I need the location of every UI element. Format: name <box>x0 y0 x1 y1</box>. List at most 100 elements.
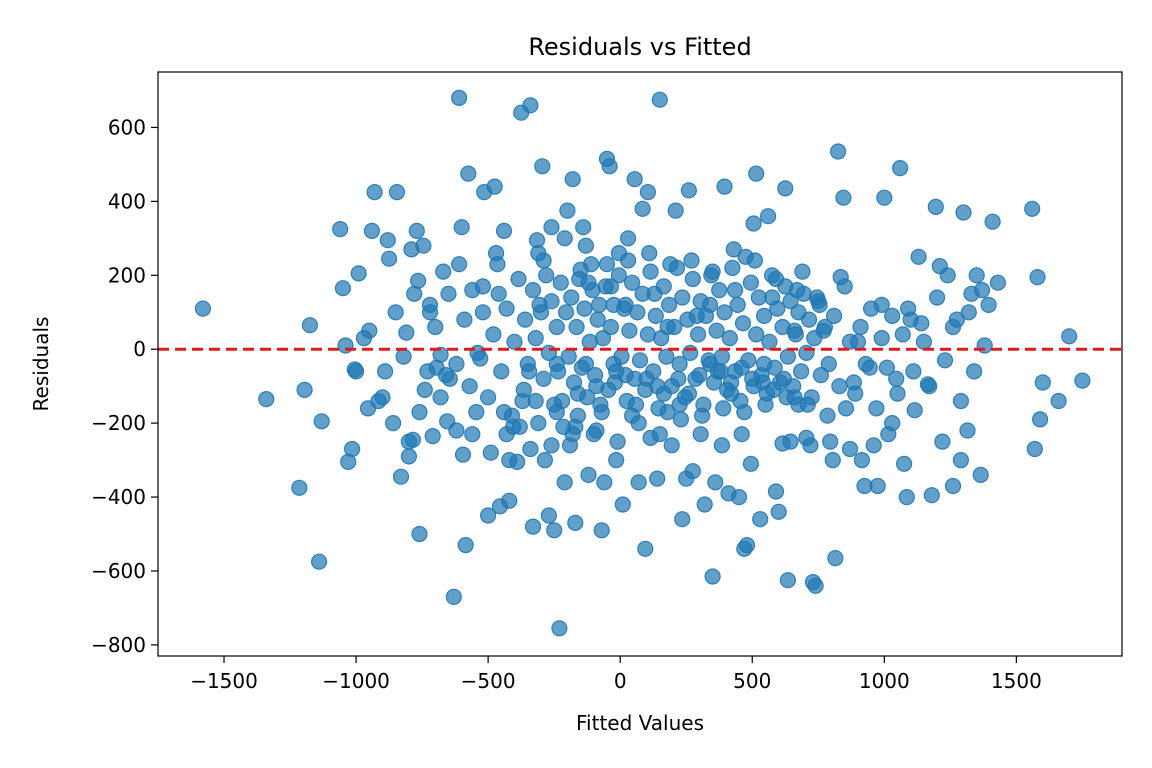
scatter-point <box>767 270 785 288</box>
scatter-point <box>565 374 583 391</box>
scatter-point <box>630 415 647 432</box>
scatter-point <box>613 348 630 365</box>
y-tick-label: −600 <box>91 559 146 583</box>
scatter-point <box>952 392 970 410</box>
scatter-point <box>631 352 649 369</box>
scatter-point <box>696 496 713 513</box>
scatter-point <box>445 588 462 606</box>
scatter-point <box>670 370 687 387</box>
scatter-point <box>972 466 989 483</box>
scatter-point <box>501 452 518 469</box>
scatter-point <box>551 620 568 637</box>
scatter-point <box>1024 200 1041 217</box>
scatter-point <box>1061 328 1078 345</box>
scatter-point <box>411 525 428 543</box>
scatter-point <box>684 270 701 288</box>
scatter-point <box>724 259 741 276</box>
scatter-point <box>748 165 765 182</box>
scatter-point <box>549 363 567 380</box>
scatter-point <box>672 411 690 428</box>
scatter-point <box>1074 372 1091 389</box>
scatter-point <box>721 330 738 347</box>
scatter-point <box>387 304 404 321</box>
scatter-point <box>639 184 657 201</box>
scatter-point <box>968 267 985 284</box>
scatter-point <box>594 330 612 347</box>
scatter-point <box>408 222 425 239</box>
scatter-point <box>258 391 275 408</box>
scatter-point <box>552 274 569 291</box>
scatter-point <box>936 352 954 369</box>
scatter-point <box>540 344 558 361</box>
x-tick-label: 500 <box>733 669 771 693</box>
x-axis: −1500 −1000 −500 0 500 1000 1500 <box>190 656 1042 693</box>
scatter-point <box>440 285 457 302</box>
x-tick-label: −500 <box>461 669 516 693</box>
x-tick-label: 0 <box>614 669 627 693</box>
scatter-point <box>424 428 441 445</box>
scatter-point <box>601 158 618 175</box>
scatter-point <box>642 263 659 280</box>
scatter-point <box>779 348 797 365</box>
scatter-point <box>674 289 691 306</box>
scatter-point <box>742 274 760 291</box>
scatter-point <box>461 378 478 395</box>
scatter-point <box>448 422 465 439</box>
scatter-point <box>712 363 729 380</box>
scatter-point <box>597 278 614 295</box>
y-axis: −800 −600 −400 −200 0 200 400 600 <box>91 115 158 657</box>
scatter-point <box>568 318 585 336</box>
scatter-point <box>697 307 715 324</box>
x-axis-label: Fitted Values <box>576 711 704 735</box>
scatter-point <box>586 367 604 384</box>
scatter-point <box>827 549 844 567</box>
scatter-point <box>927 198 944 215</box>
x-tick-label: 1500 <box>991 669 1042 693</box>
scatter-point <box>400 433 417 450</box>
scatter-point <box>506 333 523 350</box>
scatter-point <box>649 470 666 487</box>
scatter-point <box>627 396 645 413</box>
scatter-point <box>955 204 972 221</box>
scatter-point <box>792 363 810 380</box>
scatter-point <box>787 326 804 343</box>
scatter-point <box>651 91 668 108</box>
scatter-point <box>822 433 839 450</box>
scatter-point <box>711 282 728 299</box>
scatter-point <box>852 318 869 336</box>
scatter-point <box>734 315 752 332</box>
scatter-point <box>460 165 477 182</box>
scatter-point <box>614 496 631 513</box>
scatter-point <box>609 433 626 450</box>
y-tick-label: 200 <box>108 263 146 287</box>
scatter-point <box>884 307 901 324</box>
scatter-point <box>693 407 711 424</box>
scatter-point <box>332 221 349 238</box>
scatter-point <box>782 433 799 450</box>
scatter-point <box>567 514 584 532</box>
scatter-point <box>432 389 449 406</box>
chart-title: Residuals vs Fitted <box>528 33 751 61</box>
y-tick-label: −400 <box>91 485 146 509</box>
scatter-point <box>873 330 890 347</box>
scatter-point <box>944 318 962 336</box>
scatter-point <box>651 426 668 443</box>
scatter-point <box>543 219 560 236</box>
scatter-point <box>750 289 767 306</box>
scatter-point <box>524 518 542 535</box>
scatter-point <box>363 222 380 239</box>
scatter-point <box>629 304 646 321</box>
scatter-point <box>662 256 679 273</box>
scatter-point <box>798 344 815 361</box>
scatter-point <box>742 455 760 472</box>
scatter-point <box>899 300 917 317</box>
scatter-point <box>757 396 774 413</box>
scatter-point <box>777 180 794 197</box>
scatter-point <box>923 487 940 504</box>
scatter-point <box>543 293 560 310</box>
scatter-point <box>498 300 515 317</box>
scatter-point <box>910 248 927 265</box>
scatter-point <box>522 440 539 458</box>
scatter-point <box>361 322 378 339</box>
scatter-point <box>765 381 782 398</box>
